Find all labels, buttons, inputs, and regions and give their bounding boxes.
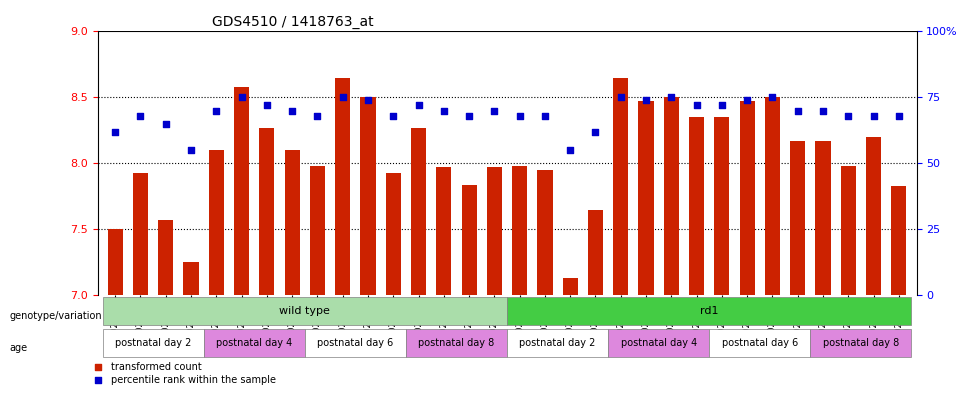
Point [360, 97, 375, 103]
Point [310, 113, 326, 119]
Bar [689, 117, 704, 296]
Bar [259, 128, 274, 296]
FancyBboxPatch shape [102, 297, 507, 325]
Bar [335, 78, 350, 296]
Bar [183, 263, 199, 296]
Bar [158, 220, 174, 296]
Point [639, 97, 654, 103]
Text: GDS4510 / 1418763_at: GDS4510 / 1418763_at [213, 15, 373, 29]
Point [461, 113, 477, 119]
Bar [234, 87, 250, 296]
FancyBboxPatch shape [406, 329, 507, 357]
Bar [613, 78, 628, 296]
Point [688, 102, 704, 108]
Text: postnatal day 6: postnatal day 6 [722, 338, 798, 348]
FancyBboxPatch shape [305, 329, 406, 357]
FancyBboxPatch shape [608, 329, 709, 357]
Bar [107, 230, 123, 296]
Text: postnatal day 8: postnatal day 8 [823, 338, 899, 348]
Bar [512, 166, 527, 296]
Bar [790, 141, 805, 296]
Point [209, 107, 224, 114]
Point [487, 107, 502, 114]
Bar [209, 150, 224, 296]
Bar [815, 141, 831, 296]
Point [90, 377, 105, 383]
Text: rd1: rd1 [700, 306, 719, 316]
Point [790, 107, 805, 114]
Text: postnatal day 8: postnatal day 8 [418, 338, 494, 348]
Bar [537, 170, 553, 296]
Point [107, 129, 123, 135]
Bar [310, 166, 325, 296]
Point [285, 107, 300, 114]
Bar [461, 185, 477, 296]
Point [891, 113, 907, 119]
Text: percentile rank within the sample: percentile rank within the sample [111, 375, 276, 385]
Bar [891, 186, 907, 296]
Point [158, 121, 174, 127]
Point [866, 113, 881, 119]
FancyBboxPatch shape [102, 329, 204, 357]
Bar [840, 166, 856, 296]
Text: postnatal day 2: postnatal day 2 [115, 338, 191, 348]
Point [815, 107, 831, 114]
Bar [740, 101, 755, 296]
Bar [664, 97, 679, 296]
Bar [361, 97, 375, 296]
Bar [639, 101, 653, 296]
Text: age: age [10, 343, 28, 353]
Point [234, 94, 250, 101]
FancyBboxPatch shape [507, 329, 608, 357]
Text: wild type: wild type [280, 306, 331, 316]
Text: genotype/variation: genotype/variation [10, 311, 102, 321]
Text: postnatal day 6: postnatal day 6 [317, 338, 394, 348]
FancyBboxPatch shape [709, 329, 810, 357]
Point [334, 94, 350, 101]
FancyBboxPatch shape [810, 329, 912, 357]
Point [613, 94, 629, 101]
Bar [487, 167, 502, 296]
Bar [588, 209, 604, 296]
Bar [410, 128, 426, 296]
Text: postnatal day 4: postnatal day 4 [620, 338, 697, 348]
Bar [563, 278, 578, 296]
Text: postnatal day 4: postnatal day 4 [216, 338, 292, 348]
Point [385, 113, 401, 119]
Bar [133, 173, 148, 296]
Point [133, 113, 148, 119]
Bar [285, 150, 299, 296]
Point [664, 94, 680, 101]
Point [714, 102, 729, 108]
Bar [715, 117, 729, 296]
Point [764, 94, 780, 101]
Point [259, 102, 275, 108]
Point [739, 97, 755, 103]
Point [410, 102, 426, 108]
Point [90, 364, 105, 370]
Bar [386, 173, 401, 296]
Point [588, 129, 604, 135]
Bar [764, 97, 780, 296]
FancyBboxPatch shape [204, 329, 305, 357]
FancyBboxPatch shape [507, 297, 912, 325]
Point [840, 113, 856, 119]
Bar [866, 137, 881, 296]
Text: postnatal day 2: postnatal day 2 [520, 338, 596, 348]
Text: transformed count: transformed count [111, 362, 202, 372]
Bar [436, 167, 451, 296]
Point [436, 107, 451, 114]
Point [512, 113, 527, 119]
Point [563, 147, 578, 153]
Point [183, 147, 199, 153]
Point [537, 113, 553, 119]
